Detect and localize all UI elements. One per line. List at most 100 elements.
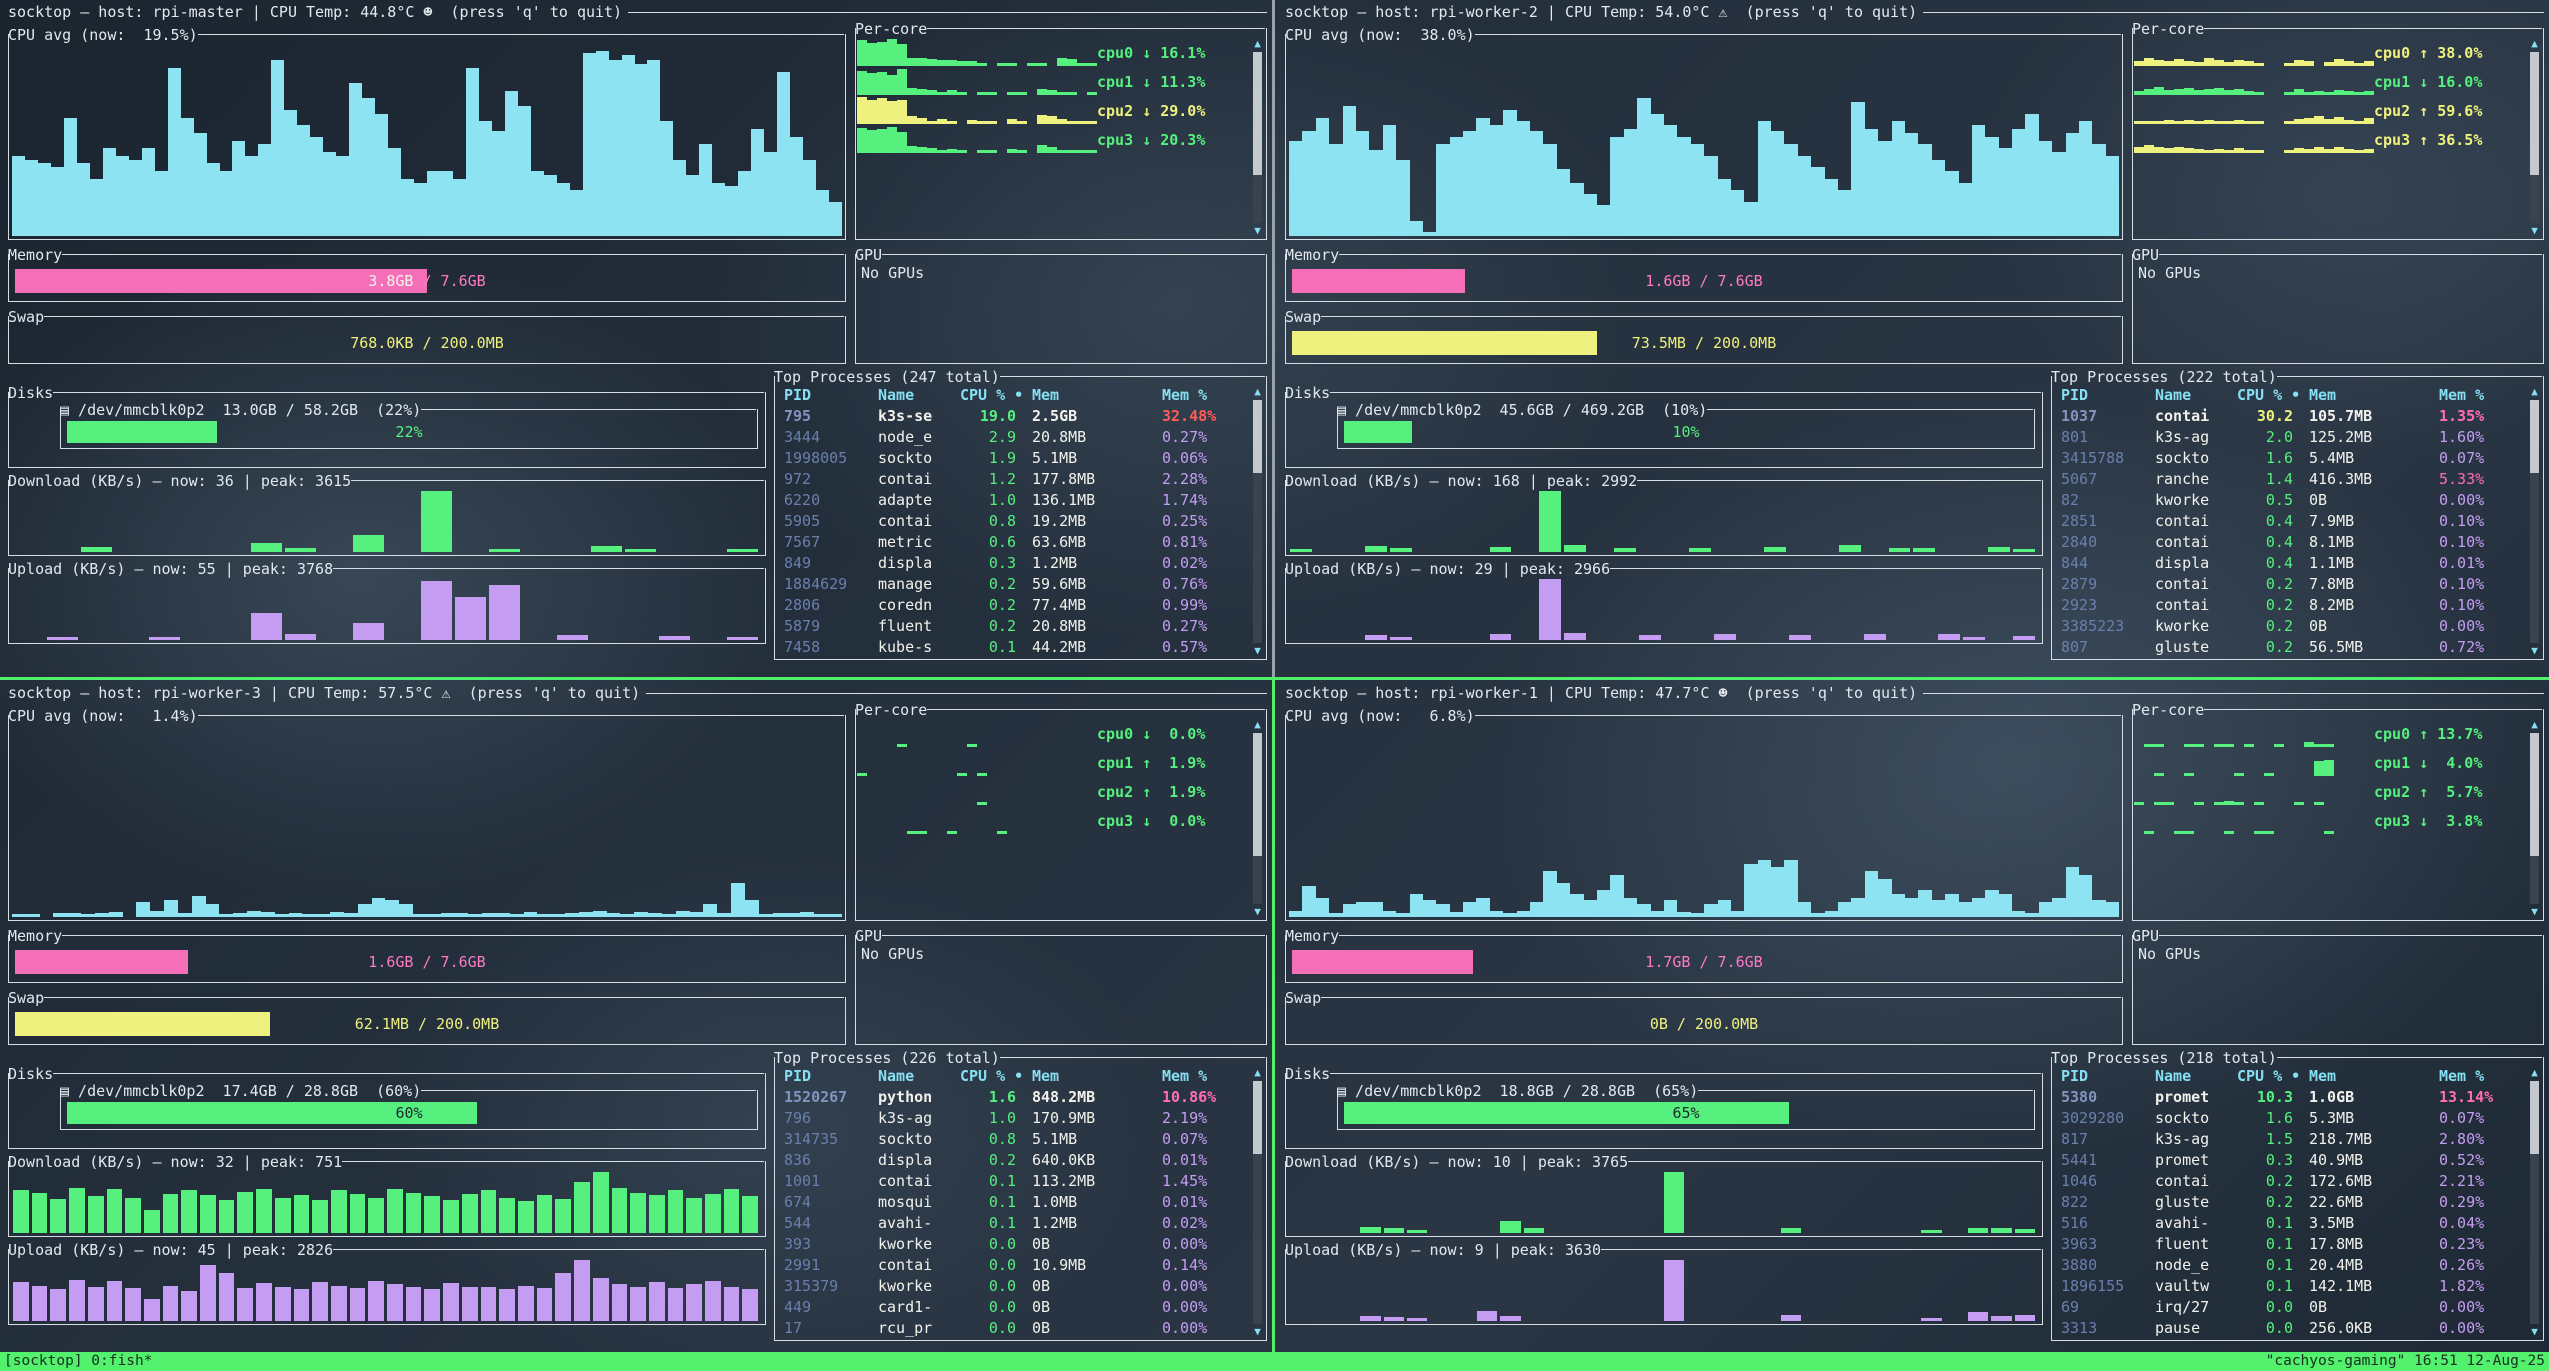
scroll-up-icon[interactable]: ▲ — [1254, 385, 1261, 398]
scroll-up-icon[interactable]: ▲ — [2531, 718, 2538, 731]
process-row[interactable]: 972 contai 1.2 177.8MB 2.28% — [784, 470, 1208, 488]
process-row[interactable]: 3444 node_e 2.9 20.8MB 0.27% — [784, 428, 1208, 446]
process-row[interactable]: 17 rcu_pr 0.0 0B 0.00% — [784, 1319, 1208, 1337]
process-row[interactable]: 674 mosqui 0.1 1.0MB 0.01% — [784, 1193, 1208, 1211]
scroll-down-icon[interactable]: ▼ — [1254, 905, 1261, 918]
col-memp[interactable]: Mem % — [1162, 1067, 1208, 1085]
process-row[interactable]: 449 card1- 0.0 0B 0.00% — [784, 1298, 1208, 1316]
process-row[interactable]: 3029280 sockto 1.6 5.3MB 0.07% — [2061, 1109, 2485, 1127]
col-mem[interactable]: Mem — [2309, 386, 2337, 404]
scroll-up-icon[interactable]: ▲ — [2531, 1066, 2538, 1079]
process-row[interactable]: 315379 kworke 0.0 0B 0.00% — [784, 1277, 1208, 1295]
scrollbar-track[interactable] — [2530, 52, 2539, 223]
scroll-up-icon[interactable]: ▲ — [1254, 1066, 1261, 1079]
col-name[interactable]: Name — [878, 386, 915, 404]
col-cpu[interactable]: CPU % • — [2237, 386, 2301, 404]
scroll-down-icon[interactable]: ▼ — [2531, 644, 2538, 657]
pane-divider-vertical-top[interactable] — [1272, 0, 1275, 678]
scrollbar-track[interactable] — [2530, 1081, 2539, 1324]
scrollbar-track[interactable] — [1253, 1081, 1262, 1324]
tmux-session-label[interactable]: [socktop] 0:fish* — [4, 1353, 153, 1369]
process-row[interactable]: 2840 contai 0.4 8.1MB 0.10% — [2061, 533, 2485, 551]
process-row[interactable]: 822 gluste 0.2 22.6MB 0.29% — [2061, 1193, 2485, 1211]
process-row[interactable]: 5905 contai 0.8 19.2MB 0.25% — [784, 512, 1208, 530]
scroll-down-icon[interactable]: ▼ — [1254, 224, 1261, 237]
process-row[interactable]: 801 k3s-ag 2.0 125.2MB 1.60% — [2061, 428, 2485, 446]
col-memp[interactable]: Mem % — [2439, 386, 2485, 404]
scrollbar-track[interactable] — [1253, 400, 1262, 643]
col-name[interactable]: Name — [2155, 386, 2192, 404]
process-scrollbar[interactable]: ▲ ▼ — [2528, 386, 2541, 657]
scrollbar-thumb[interactable] — [2530, 52, 2539, 176]
per-core-scrollbar[interactable]: ▲ ▼ — [1251, 37, 1264, 237]
process-scrollbar[interactable]: ▲ ▼ — [1251, 385, 1264, 657]
process-row[interactable]: 1001 contai 0.1 113.2MB 1.45% — [784, 1172, 1208, 1190]
process-row[interactable]: 844 displa 0.4 1.1MB 0.01% — [2061, 554, 2485, 572]
process-row[interactable]: 807 gluste 0.2 56.5MB 0.72% — [2061, 638, 2485, 656]
scroll-down-icon[interactable]: ▼ — [2531, 1325, 2538, 1338]
col-pid[interactable]: PID — [784, 386, 812, 404]
process-row[interactable]: 817 k3s-ag 1.5 218.7MB 2.80% — [2061, 1130, 2485, 1148]
per-core-scrollbar[interactable]: ▲ ▼ — [2528, 718, 2541, 918]
process-row[interactable]: 2806 coredn 0.2 77.4MB 0.99% — [784, 596, 1208, 614]
scroll-down-icon[interactable]: ▼ — [2531, 905, 2538, 918]
scrollbar-thumb[interactable] — [2530, 733, 2539, 857]
scrollbar-thumb[interactable] — [2530, 1081, 2539, 1154]
process-row[interactable]: 516 avahi- 0.1 3.5MB 0.04% — [2061, 1214, 2485, 1232]
process-scrollbar[interactable]: ▲ ▼ — [1251, 1066, 1264, 1338]
process-row[interactable]: 544 avahi- 0.1 1.2MB 0.02% — [784, 1214, 1208, 1232]
process-row[interactable]: 393 kworke 0.0 0B 0.00% — [784, 1235, 1208, 1253]
col-mem[interactable]: Mem — [1032, 1067, 1060, 1085]
process-row[interactable]: 314735 sockto 0.8 5.1MB 0.07% — [784, 1130, 1208, 1148]
process-row[interactable]: 5067 ranche 1.4 416.3MB 5.33% — [2061, 470, 2485, 488]
col-name[interactable]: Name — [2155, 1067, 2192, 1085]
process-row[interactable]: 1037 contai 30.2 105.7MB 1.35% — [2061, 407, 2485, 425]
col-pid[interactable]: PID — [2061, 386, 2089, 404]
process-row[interactable]: 3385223 kworke 0.2 0B 0.00% — [2061, 617, 2485, 635]
scrollbar-track[interactable] — [1253, 52, 1262, 223]
scroll-down-icon[interactable]: ▼ — [2531, 224, 2538, 237]
scrollbar-track[interactable] — [2530, 733, 2539, 904]
process-row[interactable]: 795 k3s-se 19.0 2.5GB 32.48% — [784, 407, 1217, 425]
process-row[interactable]: 836 displa 0.2 640.0KB 0.01% — [784, 1151, 1208, 1169]
process-row[interactable]: 2991 contai 0.0 10.9MB 0.14% — [784, 1256, 1208, 1274]
process-row[interactable]: 2851 contai 0.4 7.9MB 0.10% — [2061, 512, 2485, 530]
process-row[interactable]: 82 kworke 0.5 0B 0.00% — [2061, 491, 2485, 509]
process-row[interactable]: 3963 fluent 0.1 17.8MB 0.23% — [2061, 1235, 2485, 1253]
process-row[interactable]: 1046 contai 0.2 172.6MB 2.21% — [2061, 1172, 2485, 1190]
process-row[interactable]: 1896155 vaultw 0.1 142.1MB 1.82% — [2061, 1277, 2485, 1295]
process-row[interactable]: 3880 node_e 0.1 20.4MB 0.26% — [2061, 1256, 2485, 1274]
process-row[interactable]: 2879 contai 0.2 7.8MB 0.10% — [2061, 575, 2485, 593]
process-row[interactable]: 1520267 python 1.6 848.2MB 10.86% — [784, 1088, 1217, 1106]
process-row[interactable]: 1998005 sockto 1.9 5.1MB 0.06% — [784, 449, 1208, 467]
scroll-up-icon[interactable]: ▲ — [2531, 37, 2538, 50]
col-cpu[interactable]: CPU % • — [2237, 1067, 2301, 1085]
process-row[interactable]: 2923 contai 0.2 8.2MB 0.10% — [2061, 596, 2485, 614]
process-row[interactable]: 5879 fluent 0.2 20.8MB 0.27% — [784, 617, 1208, 635]
scroll-up-icon[interactable]: ▲ — [1254, 718, 1261, 731]
col-memp[interactable]: Mem % — [1162, 386, 1208, 404]
scrollbar-track[interactable] — [1253, 733, 1262, 904]
col-memp[interactable]: Mem % — [2439, 1067, 2485, 1085]
process-row[interactable]: 69 irq/27 0.0 0B 0.00% — [2061, 1298, 2485, 1316]
process-row[interactable]: 3415788 sockto 1.6 5.4MB 0.07% — [2061, 449, 2485, 467]
scroll-down-icon[interactable]: ▼ — [1254, 1325, 1261, 1338]
process-row[interactable]: 796 k3s-ag 1.0 170.9MB 2.19% — [784, 1109, 1208, 1127]
process-row[interactable]: 5441 promet 0.3 40.9MB 0.52% — [2061, 1151, 2485, 1169]
scroll-up-icon[interactable]: ▲ — [1254, 37, 1261, 50]
scrollbar-thumb[interactable] — [1253, 52, 1262, 176]
col-cpu[interactable]: CPU % • — [960, 1067, 1024, 1085]
scroll-down-icon[interactable]: ▼ — [1254, 644, 1261, 657]
scrollbar-thumb[interactable] — [1253, 1081, 1262, 1154]
per-core-scrollbar[interactable]: ▲ ▼ — [2528, 37, 2541, 237]
process-row[interactable]: 3313 pause 0.0 256.0KB 0.00% — [2061, 1319, 2485, 1337]
col-mem[interactable]: Mem — [2309, 1067, 2337, 1085]
scrollbar-thumb[interactable] — [1253, 733, 1262, 857]
col-mem[interactable]: Mem — [1032, 386, 1060, 404]
scrollbar-thumb[interactable] — [1253, 400, 1262, 473]
scrollbar-track[interactable] — [2530, 400, 2539, 643]
process-row[interactable]: 1884629 manage 0.2 59.6MB 0.76% — [784, 575, 1208, 593]
process-row[interactable]: 7567 metric 0.6 63.6MB 0.81% — [784, 533, 1208, 551]
process-row[interactable]: 849 displa 0.3 1.2MB 0.02% — [784, 554, 1208, 572]
process-scrollbar[interactable]: ▲ ▼ — [2528, 1066, 2541, 1338]
